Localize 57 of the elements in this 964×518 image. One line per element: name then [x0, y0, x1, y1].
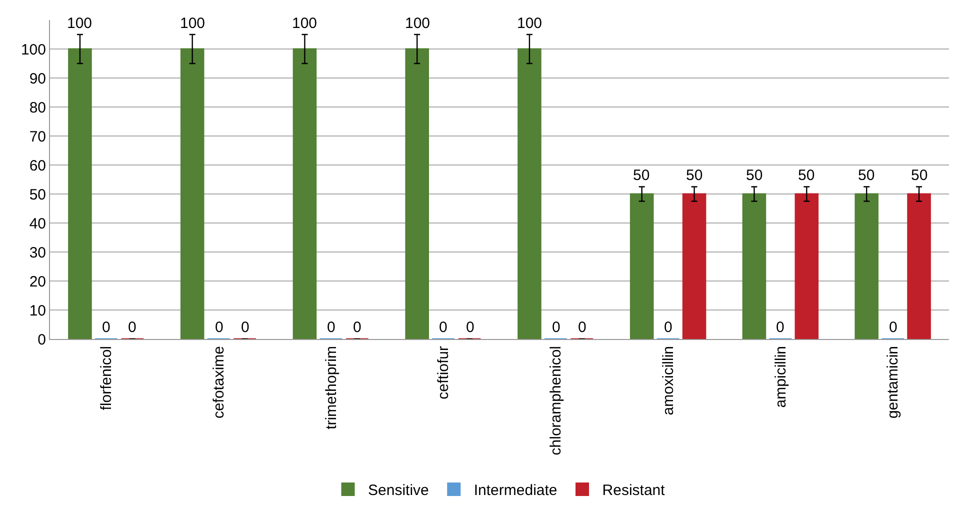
y-tick-label: 10 — [29, 302, 46, 320]
y-tick-label: 70 — [29, 128, 46, 146]
data-label: 0 — [439, 319, 448, 336]
data-label: 0 — [128, 319, 136, 336]
data-label: 50 — [746, 167, 763, 184]
y-tick-label: 0 — [38, 331, 46, 348]
data-label: 0 — [578, 319, 586, 336]
data-label: 100 — [180, 15, 206, 32]
bar — [292, 48, 317, 339]
x-tick-label: gentamicin — [884, 346, 902, 419]
y-tick-label: 20 — [29, 273, 46, 290]
bar — [794, 193, 819, 339]
y-tick-label: 90 — [29, 70, 46, 88]
data-label: 0 — [215, 319, 224, 336]
data-label: 100 — [517, 15, 542, 32]
bar — [405, 48, 429, 339]
bar — [518, 48, 542, 339]
x-tick-label: ceftiofur — [435, 346, 452, 400]
bar — [180, 48, 204, 339]
data-label: 0 — [466, 319, 474, 336]
bar — [682, 193, 706, 339]
y-tick-label: 100 — [20, 41, 46, 58]
data-label: 50 — [911, 167, 928, 184]
legend-label: Sensitive — [368, 482, 429, 500]
x-tick-label: ampicillin — [772, 346, 790, 408]
bar — [630, 193, 654, 339]
data-label: 100 — [67, 15, 92, 32]
data-label: 0 — [552, 319, 560, 336]
y-tick-label: 50 — [29, 186, 46, 204]
y-tick-label: 30 — [29, 244, 46, 262]
data-label: 0 — [241, 319, 250, 336]
data-label: 50 — [798, 167, 815, 184]
bar — [742, 193, 766, 339]
data-label: 0 — [664, 319, 672, 336]
bar — [854, 193, 878, 339]
x-tick-label: florfenicol — [98, 346, 116, 410]
legend-label: Resistant — [602, 482, 666, 500]
x-tick-label: amoxicillin — [660, 346, 677, 416]
bar — [68, 48, 92, 339]
data-label: 0 — [327, 319, 336, 336]
x-tick-label: chloramphenicol — [548, 346, 565, 456]
data-label: 50 — [686, 167, 703, 184]
data-label: 100 — [405, 15, 430, 32]
data-label: 50 — [858, 167, 875, 184]
data-label: 0 — [889, 319, 898, 336]
legend-label: Intermediate — [474, 482, 558, 500]
data-label: 0 — [102, 319, 110, 336]
y-tick-label: 80 — [29, 99, 46, 116]
x-tick-label: trimethoprim — [322, 346, 340, 430]
data-label: 0 — [353, 319, 362, 336]
data-label: 50 — [633, 167, 650, 184]
y-tick-label: 40 — [29, 215, 46, 232]
y-tick-label: 60 — [29, 157, 46, 174]
bar — [907, 193, 931, 339]
x-tick-label: cefotaxime — [210, 346, 228, 419]
data-label: 0 — [776, 319, 784, 336]
data-label: 100 — [292, 15, 318, 32]
